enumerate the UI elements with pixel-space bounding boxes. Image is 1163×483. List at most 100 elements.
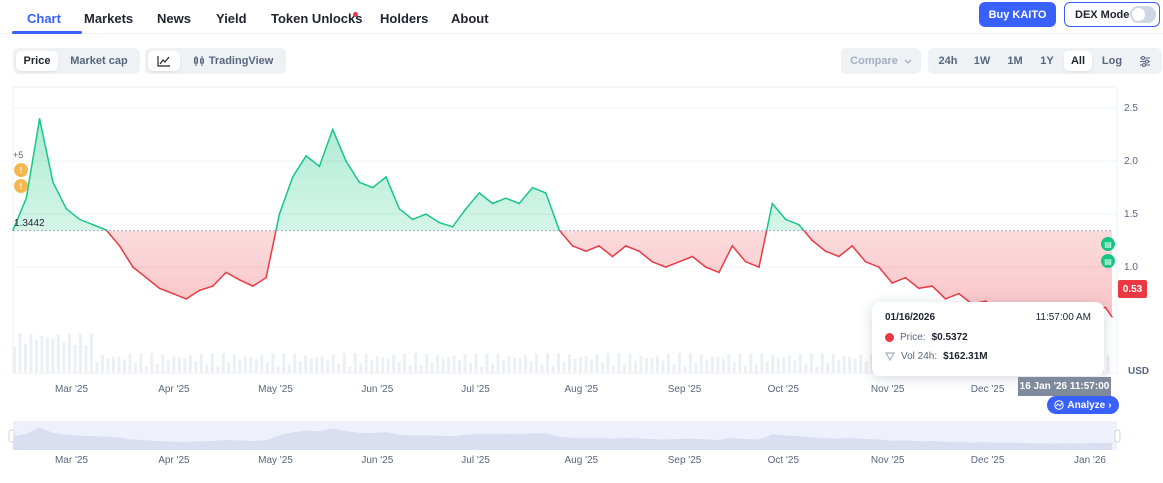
data-point <box>331 128 334 131</box>
event-marker-icon[interactable]: ! <box>14 179 28 193</box>
volume-bar <box>606 353 610 373</box>
compare-dropdown[interactable]: Compare <box>841 48 921 74</box>
volume-bar <box>194 360 198 373</box>
volume-bar <box>166 360 170 373</box>
volume-bar <box>672 364 676 373</box>
event-marker-icon[interactable]: ! <box>14 163 28 177</box>
tab-yield[interactable]: Yield <box>216 11 247 26</box>
volume-bar <box>502 360 506 373</box>
x-tick-label: Apr '25 <box>158 384 190 395</box>
volume-bar <box>507 355 511 373</box>
volume-bar <box>100 354 104 373</box>
volume-bar <box>155 363 159 373</box>
volume-bar <box>655 355 659 373</box>
range-1m[interactable]: 1M <box>1007 55 1023 67</box>
volume-bar <box>353 353 357 373</box>
toggle-switch[interactable] <box>1130 6 1156 23</box>
navigator-x-label: Jul '25 <box>461 455 490 466</box>
tradingview-label: TradingView <box>208 55 274 67</box>
data-point <box>678 260 680 263</box>
data-point <box>198 289 201 292</box>
active-tab-underline <box>12 31 82 34</box>
volume-bar <box>67 333 71 373</box>
y-tick-label: 2.5 <box>1124 103 1138 114</box>
price-marketcap-switch: Price Market cap <box>13 48 140 74</box>
volume-bar <box>199 353 203 373</box>
compare-label: Compare <box>850 55 898 67</box>
data-point <box>158 287 161 290</box>
data-point <box>518 202 521 205</box>
volume-bar <box>831 354 835 373</box>
chart-settings-button[interactable] <box>1132 51 1158 71</box>
volume-bar <box>721 358 725 373</box>
volume-bar <box>776 358 780 373</box>
range-24h[interactable]: 24h <box>938 55 958 67</box>
volume-bar <box>238 359 242 373</box>
data-point <box>758 266 760 268</box>
volume-bar <box>848 357 852 373</box>
data-point <box>731 245 734 247</box>
tab-chart[interactable]: Chart <box>27 11 61 26</box>
volume-bar <box>221 353 225 373</box>
data-point <box>358 181 361 184</box>
volume-bar <box>491 363 495 373</box>
dex-mode-toggle[interactable]: DEX Mode <box>1064 2 1160 27</box>
tab-holders[interactable]: Holders <box>380 11 429 26</box>
navigator-x-label: Oct '25 <box>767 455 800 466</box>
volume-bar <box>13 347 16 373</box>
tooltip-time: 11:57:00 AM <box>1035 312 1091 323</box>
data-point <box>478 192 481 194</box>
volume-bar <box>633 360 637 373</box>
tradingview-button[interactable]: TradingView <box>185 51 281 71</box>
navigator-x-label: Aug '25 <box>564 455 599 466</box>
tab-about[interactable]: About <box>451 11 489 26</box>
line-chart-button[interactable] <box>148 51 180 71</box>
tab-token-unlocks[interactable]: Token Unlocks <box>271 11 363 26</box>
analyze-icon <box>1054 400 1065 410</box>
volume-bar <box>546 353 550 373</box>
volume-bar <box>133 362 137 373</box>
buy-button[interactable]: Buy KAITO <box>979 2 1056 27</box>
events-count[interactable]: +5 <box>13 150 24 160</box>
range-switch: 24h 1W 1M 1Y All Log <box>928 48 1162 74</box>
document-event-icon[interactable]: ▤ <box>1101 237 1115 251</box>
volume-bar <box>859 354 863 373</box>
data-point <box>931 285 933 287</box>
data-point <box>305 155 307 157</box>
chevron-right-icon: › <box>1108 399 1112 411</box>
volume-bar <box>210 353 214 373</box>
volume-bar <box>441 358 445 373</box>
tooltip-volume-row: Vol 24h: $162.31M <box>885 351 988 362</box>
data-point <box>691 255 694 258</box>
analyze-label: Analyze <box>1067 399 1106 411</box>
analyze-button[interactable]: Analyze › <box>1047 396 1119 414</box>
tab-news[interactable]: News <box>157 11 191 26</box>
range-1y[interactable]: 1Y <box>1040 55 1054 67</box>
volume-bar <box>513 357 517 373</box>
volume-bar <box>419 365 423 373</box>
document-event-icon[interactable]: ▤ <box>1101 254 1115 268</box>
volume-bar <box>188 355 192 373</box>
log-button[interactable]: Log <box>1101 55 1123 67</box>
range-1w[interactable]: 1W <box>973 55 991 67</box>
data-point <box>944 298 947 300</box>
volume-bar <box>205 364 209 373</box>
navigator-handle-left <box>8 429 15 443</box>
price-button[interactable]: Price <box>16 51 58 71</box>
marketcap-button[interactable]: Market cap <box>70 55 128 67</box>
navigator-x-label: Jun '25 <box>361 455 394 466</box>
volume-bar <box>425 353 429 373</box>
tooltip-volume-value: $162.31M <box>943 351 988 362</box>
volume-bar <box>524 355 528 373</box>
tab-markets[interactable]: Markets <box>84 11 134 26</box>
candlestick-icon <box>193 56 204 66</box>
range-all[interactable]: All <box>1064 51 1092 71</box>
data-point <box>651 260 654 263</box>
tooltip-volume-label: Vol 24h: <box>901 351 938 362</box>
data-point <box>371 186 374 189</box>
volume-bar <box>452 355 456 373</box>
price-chart[interactable]: 1.0 1.5 2.0 2.5 Mar '25 Apr '25 May '25 Jun '25… <box>0 85 1163 455</box>
volume-bar <box>78 333 82 373</box>
data-point <box>278 213 281 215</box>
x-tick-label: Oct '25 <box>768 384 800 395</box>
